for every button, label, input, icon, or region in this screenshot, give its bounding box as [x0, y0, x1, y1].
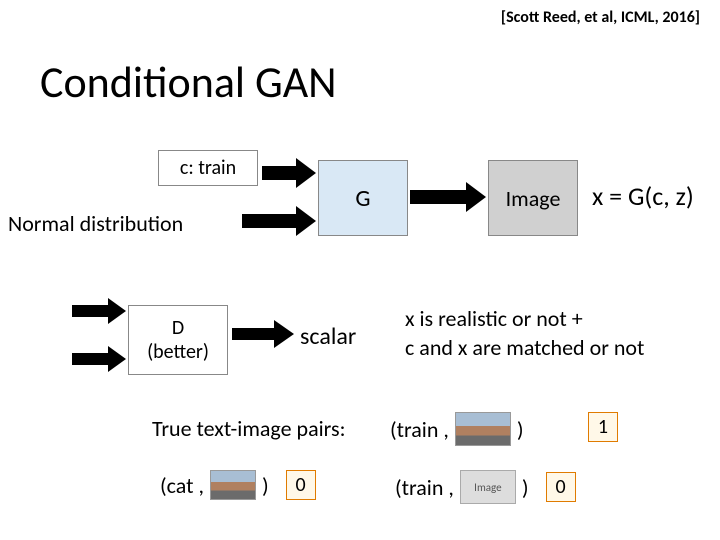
arrow-g-to-image	[410, 182, 486, 212]
score-box-1: 1	[588, 412, 618, 442]
d-input-top-icon	[46, 298, 66, 314]
train-image-icon	[210, 470, 256, 500]
pair-open-train: (train ,	[390, 416, 449, 443]
image-output-box: Image	[488, 160, 578, 236]
pair-cat-mismatch: (cat , ) 0	[160, 470, 316, 500]
x-desc-line1: x is realistic or not +	[405, 305, 644, 334]
c-input-box: c: train	[158, 150, 258, 186]
d-sublabel: (better)	[147, 340, 209, 364]
placeholder-image-icon: Image	[460, 470, 516, 504]
equation-label: x = G(c, z)	[592, 180, 694, 212]
arrow-z-to-g	[242, 206, 316, 236]
arrow-c-to-g	[262, 158, 316, 188]
citation: [Scott Reed, et al, ICML, 2016]	[501, 8, 700, 27]
pair-close: )	[522, 474, 529, 501]
pair-train-fake: (train , Image ) 0	[395, 470, 576, 504]
scalar-label: scalar	[300, 322, 356, 351]
z-placeholder-icon	[218, 214, 238, 230]
pair-close: )	[262, 472, 269, 499]
x-description: x is realistic or not + c and x are matc…	[405, 305, 644, 362]
pair-open-cat: (cat ,	[160, 472, 204, 499]
discriminator-box: D (better)	[128, 305, 228, 375]
pair-open-train2: (train ,	[395, 474, 454, 501]
x-desc-line2: c and x are matched or not	[405, 334, 644, 363]
generator-box: G	[318, 160, 408, 236]
arrow-input2-to-d	[72, 346, 126, 372]
d-input-bottom-icon	[46, 348, 66, 364]
pair-close: )	[517, 416, 524, 443]
score-box-0: 0	[546, 472, 576, 502]
slide-title: Conditional GAN	[40, 55, 337, 109]
true-pairs-label: True text-image pairs:	[152, 415, 345, 442]
pair-train-true: (train , )	[390, 412, 524, 446]
score-box-0: 0	[286, 470, 316, 500]
train-image-icon	[455, 412, 511, 446]
d-label: D	[172, 316, 184, 340]
arrow-input1-to-d	[72, 298, 126, 324]
arrow-d-to-scalar	[232, 320, 294, 348]
normal-distribution-label: Normal distribution	[8, 210, 183, 237]
